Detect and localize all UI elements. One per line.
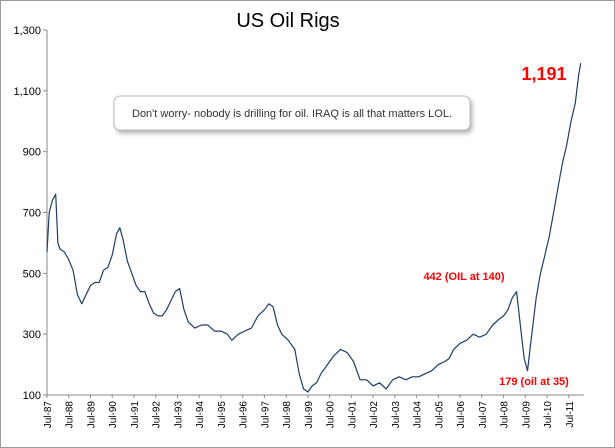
x-tick-label: Jul-98 xyxy=(282,401,293,429)
x-tick-label: Jul-09 xyxy=(521,401,532,429)
y-tick-label: 900 xyxy=(23,147,41,159)
x-tick-label: Jul-94 xyxy=(195,401,206,429)
x-tick-label: Jul-90 xyxy=(108,401,119,429)
annotation-2009-low: 179 (oil at 35) xyxy=(499,376,569,388)
chart-title: US Oil Rigs xyxy=(236,10,339,32)
x-tick-label: Jul-11 xyxy=(565,401,576,428)
x-tick-label: Jul-97 xyxy=(260,401,271,429)
x-tick-label: Jul-06 xyxy=(456,401,467,429)
x-tick-label: Jul-88 xyxy=(65,401,76,429)
x-axis: Jul-87 Jul-88 Jul-89 Jul-90 Jul-91 Jul-92 Jul-… xyxy=(43,395,576,428)
x-tick-label: Jul-96 xyxy=(239,401,250,429)
x-tick-label: Jul-92 xyxy=(152,401,163,429)
x-tick-label: Jul-87 xyxy=(43,401,54,429)
x-tick-label: Jul-01 xyxy=(347,401,358,429)
x-tick-label: Jul-95 xyxy=(217,401,228,429)
y-axis: 100 300 500 700 900 1,100 1,300 xyxy=(13,25,47,402)
oil-rigs-line xyxy=(46,63,582,393)
x-tick-label: Jul-05 xyxy=(434,401,445,429)
y-tick-label: 1,100 xyxy=(13,86,41,98)
x-tick-label: Jul-08 xyxy=(500,401,511,429)
y-tick-label: 100 xyxy=(23,390,41,402)
x-tick-label: Jul-03 xyxy=(391,401,402,429)
callout-box-bg xyxy=(113,95,471,131)
x-tick-label: Jul-10 xyxy=(543,401,554,429)
x-tick-label: Jul-02 xyxy=(369,401,380,429)
x-tick-label: Jul-07 xyxy=(478,401,489,429)
y-tick-label: 1,300 xyxy=(13,25,41,37)
x-tick-label: Jul-99 xyxy=(304,401,315,429)
x-tick-label: Jul-93 xyxy=(173,401,184,429)
x-tick-label: Jul-89 xyxy=(86,401,97,429)
x-tick-label: Jul-00 xyxy=(326,401,337,429)
annotation-2008-high: 442 (OIL at 140) xyxy=(423,271,504,283)
callout-text: Don't worry- nobody is drilling for oil.… xyxy=(132,108,452,120)
callout-box: Don't worry- nobody is drilling for oil.… xyxy=(113,95,471,131)
y-tick-label: 300 xyxy=(23,329,41,341)
y-tick-label: 500 xyxy=(23,268,41,280)
x-tick-label: Jul-91 xyxy=(130,401,141,429)
x-tick-label: Jul-04 xyxy=(413,401,424,429)
y-tick-label: 700 xyxy=(23,208,41,220)
annotation-peak-value: 1,191 xyxy=(521,64,566,84)
